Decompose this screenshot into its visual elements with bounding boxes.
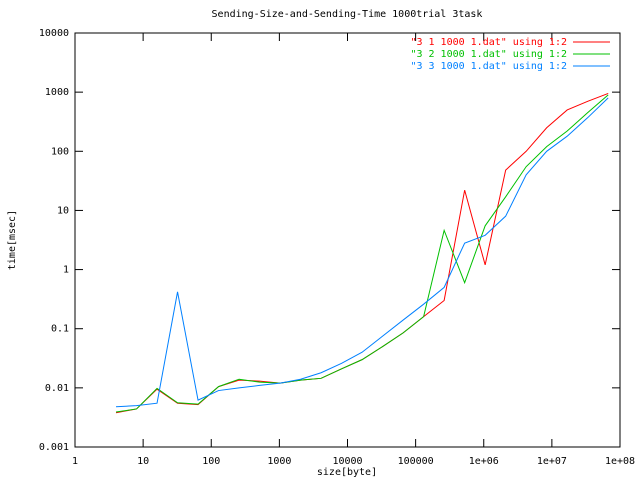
plot-border bbox=[74, 32, 621, 448]
x-axis-label: size[byte] bbox=[317, 467, 377, 478]
x-tick-label: 100000 bbox=[398, 456, 434, 467]
series-line bbox=[115, 92, 609, 414]
y-axis-label: time[msec] bbox=[7, 210, 18, 270]
x-tick-label: 1e+07 bbox=[537, 456, 567, 467]
legend-label: "3 3 1000 1.dat" using 1:2 bbox=[410, 61, 567, 72]
x-tick-label: 100 bbox=[202, 456, 220, 467]
y-tick-label: 100 bbox=[51, 146, 69, 157]
y-tick-label: 10000 bbox=[39, 28, 69, 39]
series-line bbox=[115, 97, 609, 408]
legend-label: "3 2 1000 1.dat" using 1:2 bbox=[410, 49, 567, 60]
y-tick-label: 0.001 bbox=[39, 442, 69, 453]
y-tick-label: 10 bbox=[57, 205, 69, 216]
x-tick-label: 1 bbox=[72, 456, 78, 467]
series-line bbox=[115, 94, 609, 413]
x-tick-label: 10000 bbox=[332, 456, 362, 467]
y-tick-label: 1 bbox=[63, 265, 69, 276]
legend-label: "3 1 1000 1.dat" using 1:2 bbox=[410, 37, 567, 48]
y-tick-label: 1000 bbox=[45, 87, 69, 98]
y-tick-label: 0.01 bbox=[45, 383, 69, 394]
x-tick-label: 1e+06 bbox=[469, 456, 499, 467]
y-tick-label: 0.1 bbox=[51, 324, 69, 335]
x-tick-label: 1000 bbox=[267, 456, 291, 467]
x-tick-label: 1e+08 bbox=[605, 456, 635, 467]
x-tick-label: 10 bbox=[137, 456, 149, 467]
chart-title: Sending-Size-and-Sending-Time 1000trial … bbox=[212, 9, 483, 20]
